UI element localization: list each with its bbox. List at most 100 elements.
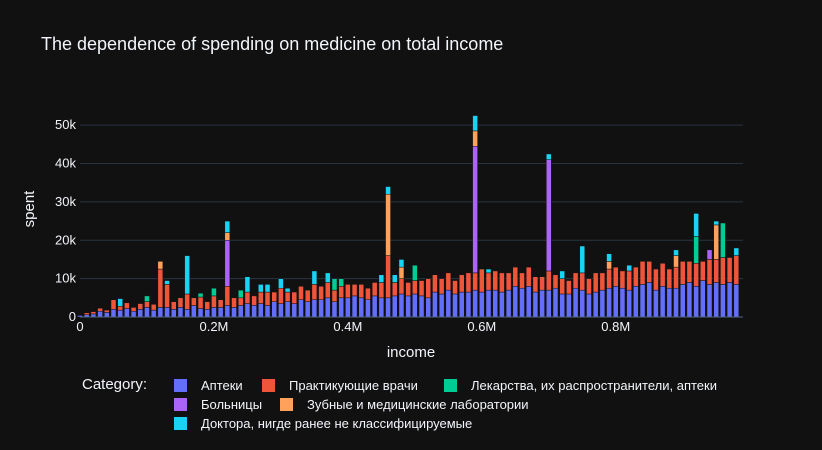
bar-segment [264,305,271,318]
bar-segment [686,282,693,318]
bar-segment [398,259,405,268]
legend-item[interactable]: Лекарства, их распространители, аптеки [444,378,717,393]
bar-segment [184,309,190,318]
bar-segment [693,263,699,287]
legend-title: Category: [82,376,148,393]
bar-segment [170,309,177,318]
bar-segment [137,303,144,310]
legend-swatch [444,379,457,392]
bar-segment [519,272,525,289]
bar-segment [284,287,291,293]
bar-segment [646,282,653,318]
bar-segment [231,297,237,308]
bar-segment [291,303,298,318]
bar-segment [244,303,251,318]
bar-segment [164,280,170,285]
bar-segment [505,272,512,291]
bar-segment [191,305,197,318]
bar-segment [586,293,592,318]
legend-item[interactable]: Больницы [174,397,262,412]
bar-segment [499,291,505,318]
x-axis-title: income [387,344,435,361]
bar-segment [97,310,103,318]
bar-segment [237,297,244,306]
bar-segment [626,289,632,318]
legend-item[interactable]: Доктора, нигде ранее не классифицируемые [174,416,472,431]
bar-segment [271,291,277,302]
bar-segment [224,240,231,287]
bar-segment [693,236,699,264]
bar-segment [331,289,338,302]
bar-segment [512,286,519,318]
bar-segment [264,291,271,306]
bar-segment [492,289,498,318]
bar-segment [104,309,110,313]
bar-segment [720,284,726,318]
bar-segment [405,295,411,318]
bar-segment [425,278,432,299]
bar-segment [479,291,485,318]
bar-segment [351,284,358,297]
bar-segment [412,293,418,318]
bar-segment [130,310,137,318]
bar-segment [666,287,673,318]
bar-segment [679,261,686,285]
bar-segment [418,280,425,297]
bar-segment [666,268,673,289]
bar-segment [679,284,686,318]
bar-segment [559,270,565,279]
bar-segment [485,289,492,318]
bar-segment [358,297,365,318]
bar-segment [224,220,231,233]
bar-segment [184,255,190,295]
bar-segment [391,274,398,283]
bar-segment [599,272,606,291]
x-tick-label: 0 [76,319,83,334]
bar-segment [592,291,599,318]
legend-item[interactable]: Зубные и медицинские лаборатории [280,397,529,412]
bar-segment [284,291,291,302]
legend-item[interactable]: Аптеки [174,378,243,393]
bar-segment [318,286,324,300]
bar-segment [258,291,264,304]
bar-segment [706,259,713,285]
legend-item[interactable]: Практикующие врачи [262,378,418,393]
legend-label: Практикующие врачи [289,378,418,393]
bar-segment [612,286,619,318]
bar-segment [398,293,405,318]
bar-segment [673,255,679,268]
bar-segment [117,306,123,311]
y-tick-label: 40k [55,156,76,171]
bar-segment [572,287,579,318]
bar-segment [673,287,679,318]
bar-segment [499,272,505,293]
bar-segment [117,298,123,307]
bar-segment [465,272,472,293]
bar-segment [124,308,130,318]
bar-segment [512,266,519,287]
bar-segment [244,276,251,293]
x-tick-label: 0.8M [601,319,630,334]
bar-segment [599,289,606,318]
bar-segment [385,255,391,299]
bar-segment [532,276,539,293]
bar-segment [733,247,740,256]
bar-segment [284,301,291,318]
bar-segment [144,301,150,308]
bar-segment [177,307,184,318]
y-tick-label: 50k [55,117,76,132]
bar-segment [291,291,298,304]
bar-segment [546,289,552,318]
bar-segment [633,286,639,318]
legend-swatch [174,379,187,392]
bar-segment [204,309,211,318]
bar-segment [418,295,425,318]
bar-segment [311,284,318,300]
bar-segment [525,286,532,318]
bar-segment [653,268,659,291]
bar-segment [626,270,632,291]
bar-segment [726,282,733,318]
bar-segment [184,293,190,310]
bar-segment [385,297,391,318]
